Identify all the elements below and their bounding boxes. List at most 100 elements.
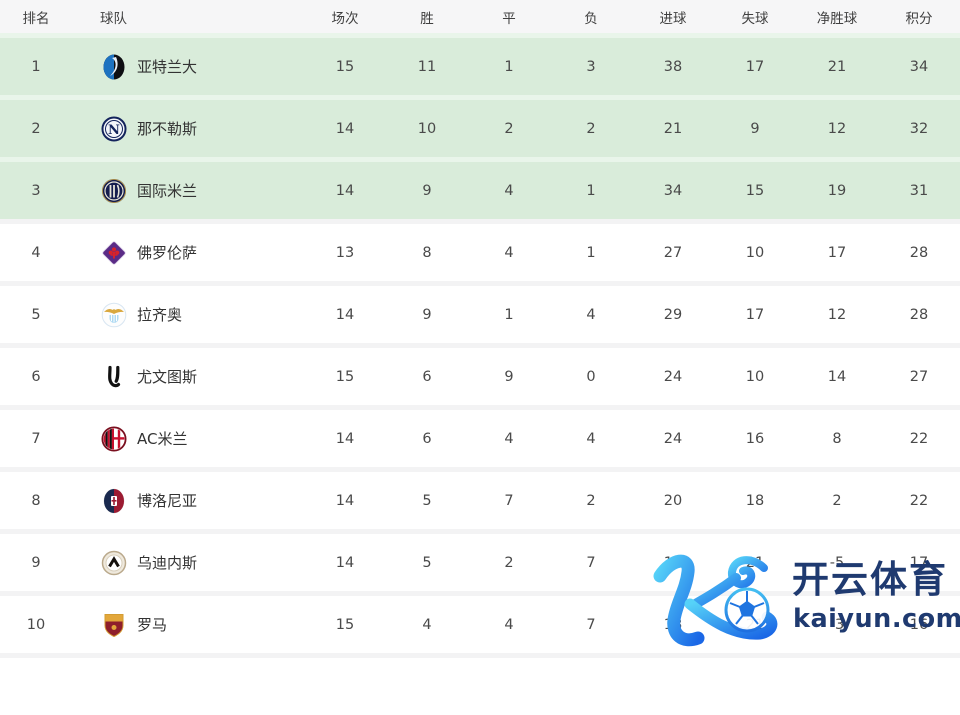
udinese-logo — [100, 549, 128, 577]
points-cell: 34 — [909, 58, 929, 75]
team-cell: 佛罗伦萨 — [72, 239, 304, 267]
header-goals-for: 进球 — [659, 10, 687, 27]
team-name: 尤文图斯 — [137, 368, 198, 386]
kaiyun-watermark[interactable]: 开云体育 kaiyun.com — [646, 546, 960, 658]
table-header-row: 排名 球队 场次 胜 平 负 进球 失球 净胜球 积分 — [0, 0, 960, 33]
draws-cell: 1 — [504, 58, 514, 75]
team-cell: AC米兰 — [72, 425, 304, 453]
table-row[interactable]: 5 拉齐奥 14 9 1 4 29 17 12 28 — [0, 281, 960, 343]
table-row[interactable]: 10 罗马 15 4 4 7 18 21 -3 16 — [0, 591, 960, 653]
rank-cell: 6 — [31, 368, 41, 385]
goals-for-cell: 20 — [663, 492, 683, 509]
goal-diff-cell: 12 — [827, 120, 847, 137]
header-goal-diff: 净胜球 — [816, 10, 858, 27]
wins-cell: 4 — [422, 616, 432, 633]
rank-cell: 7 — [31, 430, 41, 447]
points-cell: 28 — [909, 306, 929, 323]
table-row[interactable]: 6 尤文图斯 15 6 9 0 24 10 14 27 — [0, 343, 960, 405]
rank-cell: 9 — [31, 554, 41, 571]
wins-cell: 9 — [422, 306, 432, 323]
goals-against-cell: 16 — [745, 430, 765, 447]
draws-cell: 4 — [504, 616, 514, 633]
header-draws: 平 — [502, 10, 516, 27]
table-row[interactable]: 9 乌迪内斯 14 5 2 7 16 21 -5 17 — [0, 529, 960, 591]
team-cell: 罗马 — [72, 611, 304, 639]
goals-against-cell: 15 — [745, 182, 765, 199]
team-cell: 乌迪内斯 — [72, 549, 304, 577]
wins-cell: 11 — [417, 58, 437, 75]
table-row[interactable]: 1 亚特兰大 15 11 1 3 38 17 21 34 — [0, 33, 960, 95]
goals-against-cell: 18 — [745, 492, 765, 509]
points-cell: 31 — [909, 182, 929, 199]
team-name: 国际米兰 — [137, 182, 198, 200]
losses-cell: 7 — [586, 616, 596, 633]
goal-diff-cell: 8 — [832, 430, 842, 447]
played-cell: 15 — [335, 616, 355, 633]
table-row[interactable]: 3 国际米兰 14 9 4 1 34 15 19 31 — [0, 157, 960, 219]
goals-for-cell: 38 — [663, 58, 683, 75]
team-cell: 国际米兰 — [72, 177, 304, 205]
played-cell: 14 — [335, 306, 355, 323]
played-cell: 14 — [335, 554, 355, 571]
goal-diff-cell: -5 — [829, 554, 845, 571]
atalanta-logo — [100, 53, 128, 81]
wins-cell: 5 — [422, 554, 432, 571]
played-cell: 14 — [335, 120, 355, 137]
table-row-partial — [0, 653, 960, 715]
wins-cell: 10 — [417, 120, 437, 137]
goals-for-cell: 24 — [663, 430, 683, 447]
draws-cell: 7 — [504, 492, 514, 509]
football-icon — [724, 587, 770, 633]
goal-diff-cell: 14 — [827, 368, 847, 385]
goals-against-cell: 17 — [745, 306, 765, 323]
napoli-logo: N — [100, 115, 128, 143]
watermark-domain: kaiyun.com — [793, 604, 960, 634]
goals-against-cell: 10 — [745, 368, 765, 385]
ac-milan-logo — [100, 425, 128, 453]
losses-cell: 1 — [586, 182, 596, 199]
table-row[interactable]: 8 博洛尼亚 14 5 7 2 20 18 2 22 — [0, 467, 960, 529]
table-body: 1 亚特兰大 15 11 1 3 38 17 21 34 2 N 那不勒斯 14… — [0, 33, 960, 653]
fiorentina-logo — [100, 239, 128, 267]
rank-cell: 2 — [31, 120, 41, 137]
wins-cell: 5 — [422, 492, 432, 509]
team-name: 罗马 — [137, 616, 168, 634]
rank-cell: 8 — [31, 492, 41, 509]
goals-against-cell: 10 — [745, 244, 765, 261]
draws-cell: 2 — [504, 120, 514, 137]
team-cell: 尤文图斯 — [72, 363, 304, 391]
played-cell: 15 — [335, 368, 355, 385]
team-cell: 亚特兰大 — [72, 53, 304, 81]
goal-diff-cell: 19 — [827, 182, 847, 199]
goals-for-cell: 27 — [663, 244, 683, 261]
losses-cell: 0 — [586, 368, 596, 385]
inter-milan-logo — [100, 177, 128, 205]
header-losses: 负 — [584, 10, 598, 27]
played-cell: 14 — [335, 492, 355, 509]
team-cell: N 那不勒斯 — [72, 115, 304, 143]
goals-for-cell: 21 — [663, 120, 683, 137]
points-cell: 16 — [909, 616, 929, 633]
table-row[interactable]: 7 AC米兰 14 6 4 4 24 16 8 22 — [0, 405, 960, 467]
lazio-logo — [100, 301, 128, 329]
watermark-brand: 开云体育 — [792, 558, 948, 601]
losses-cell: 4 — [586, 430, 596, 447]
table-row[interactable]: 2 N 那不勒斯 14 10 2 2 21 9 12 32 — [0, 95, 960, 157]
goal-diff-cell: 2 — [832, 492, 842, 509]
team-name: 那不勒斯 — [137, 120, 198, 138]
losses-cell: 1 — [586, 244, 596, 261]
team-name: 亚特兰大 — [137, 58, 198, 76]
table-row[interactable]: 4 佛罗伦萨 13 8 4 1 27 10 17 28 — [0, 219, 960, 281]
played-cell: 13 — [335, 244, 355, 261]
goals-for-cell: 24 — [663, 368, 683, 385]
goal-diff-cell: 21 — [827, 58, 847, 75]
losses-cell: 2 — [586, 492, 596, 509]
bologna-logo — [100, 487, 128, 515]
draws-cell: 2 — [504, 554, 514, 571]
rank-cell: 1 — [31, 58, 41, 75]
wins-cell: 6 — [422, 430, 432, 447]
draws-cell: 4 — [504, 244, 514, 261]
header-points: 积分 — [905, 10, 933, 27]
points-cell: 27 — [909, 368, 929, 385]
losses-cell: 4 — [586, 306, 596, 323]
